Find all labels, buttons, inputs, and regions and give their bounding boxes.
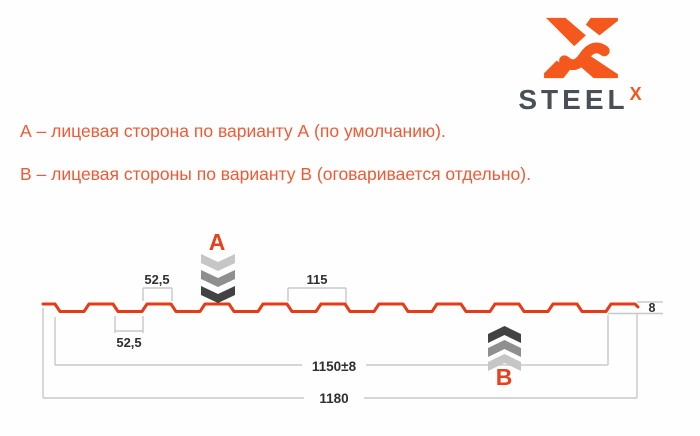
marker-b-letter: B: [496, 364, 513, 390]
dim-profile-height: 8: [608, 301, 663, 315]
dim-rib-top-width: 52,5: [142, 272, 173, 301]
sheet-profile-line: [41, 302, 640, 313]
marker-a-letter: A: [209, 229, 226, 255]
dim-rib-bottom-width: 52,5: [114, 316, 144, 350]
dim-label-rib-pitch: 115: [307, 272, 328, 287]
marker-variant-b: B: [488, 326, 521, 390]
chevron-up-icon: [488, 354, 521, 371]
logo-brand-text: STEEL: [518, 84, 629, 115]
chevron-down-icon: [201, 286, 235, 303]
dim-label-overall-width: 1180: [319, 391, 348, 406]
logo-wordmark: STEELX: [485, 84, 675, 116]
caption-variant-a: А – лицевая сторона по варианту А (по ум…: [20, 121, 446, 141]
dim-working-width: 1150±8: [54, 315, 609, 374]
chevron-down-icon: [201, 254, 235, 271]
logo-brand-suffix: X: [629, 84, 642, 104]
dim-label-rib-bottom-width: 52,5: [116, 335, 141, 350]
dim-label-rib-top-width: 52,5: [144, 272, 169, 287]
chevron-down-icon: [201, 270, 235, 287]
steelx-x-icon-link-curve: [559, 42, 610, 71]
steelx-logo: STEELX: [512, 12, 672, 116]
marker-variant-a: A: [201, 229, 235, 303]
dim-rib-pitch: 115: [287, 272, 347, 307]
chevron-up-icon: [488, 340, 521, 357]
dim-label-working-width: 1150±8: [312, 359, 357, 374]
dim-overall-width: 1180: [42, 308, 638, 406]
chevron-up-icon: [488, 326, 521, 343]
dim-label-profile-height: 8: [649, 301, 656, 315]
steelx-x-icon: [544, 17, 618, 79]
caption-variant-b: В – лицевая стороны по варианту В (огова…: [20, 164, 531, 184]
